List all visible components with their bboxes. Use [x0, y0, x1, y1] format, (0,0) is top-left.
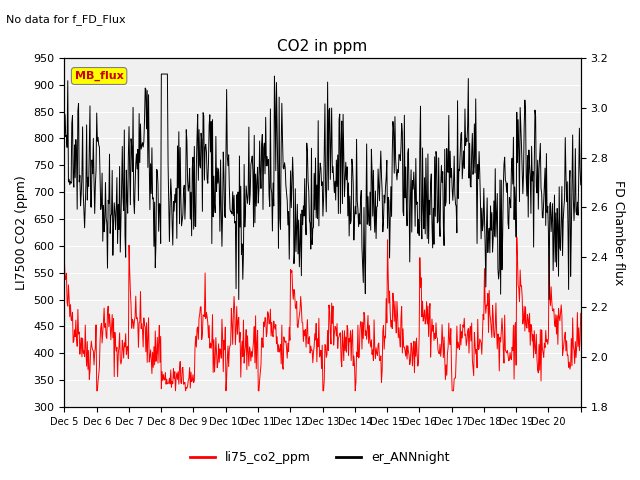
Text: No data for f_FD_Flux: No data for f_FD_Flux: [6, 14, 126, 25]
Legend: li75_co2_ppm, er_ANNnight: li75_co2_ppm, er_ANNnight: [186, 446, 454, 469]
Y-axis label: FD Chamber flux: FD Chamber flux: [612, 180, 625, 285]
Text: MB_flux: MB_flux: [75, 71, 124, 81]
Title: CO2 in ppm: CO2 in ppm: [278, 39, 368, 54]
Y-axis label: LI7500 CO2 (ppm): LI7500 CO2 (ppm): [15, 175, 28, 290]
